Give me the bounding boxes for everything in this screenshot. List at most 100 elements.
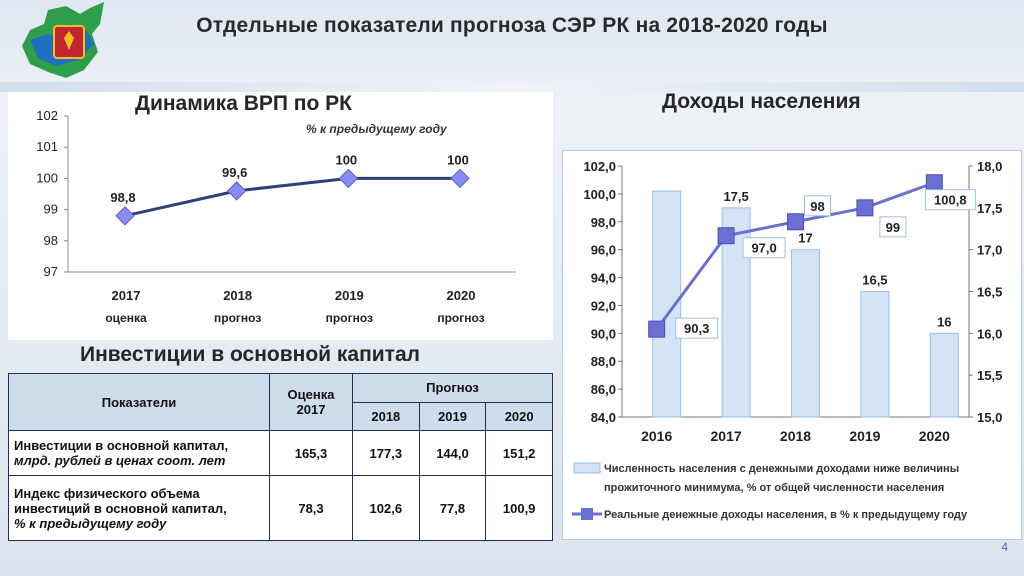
bar-data-label: 17,5 <box>723 189 748 204</box>
legend-bar-swatch <box>573 462 601 474</box>
right-tick-label: 18,0 <box>977 159 1002 174</box>
legend-line-label: Реальные денежные доходы населения, в % … <box>604 509 968 521</box>
income-combo-chart: 84,0 86,0 88,0 90,0 92,0 94,0 96,0 98,0 100,0 102… <box>572 159 1002 521</box>
vrp-data-label: 98,8 <box>110 190 135 205</box>
x-tick-label: 2020 <box>447 288 476 303</box>
x-tick-label: 2016 <box>641 428 672 444</box>
x-tick-sublabel: прогноз <box>437 311 484 325</box>
vrp-point <box>450 168 470 189</box>
vrp-data-label: 100 <box>335 152 357 167</box>
left-tick-label: 90,0 <box>591 326 616 341</box>
legend-line-marker <box>581 508 593 520</box>
header-year: 2019 <box>418 401 487 431</box>
line-data-label: 100,8 <box>934 193 967 208</box>
line-data-label: 90,3 <box>684 321 709 336</box>
income-bar <box>860 291 890 418</box>
x-tick-label: 2017 <box>112 288 141 303</box>
bar-data-label: 16,5 <box>862 273 887 288</box>
left-tick-label: 84,0 <box>591 410 616 425</box>
x-tick-label: 2019 <box>849 428 880 444</box>
vrp-data-label: 99,6 <box>222 165 247 180</box>
x-tick-label: 2017 <box>711 428 742 444</box>
line-data-label-box <box>742 237 786 259</box>
table-cell: 78,3 <box>269 475 353 541</box>
left-tick-label: 96,0 <box>591 243 616 258</box>
x-tick-sublabel: прогноз <box>214 311 261 325</box>
income-bar <box>929 332 959 418</box>
vrp-point <box>115 206 135 226</box>
header-indicator: Показатели <box>8 373 270 431</box>
table-cell: 77,8 <box>418 475 487 541</box>
table-cell: 151,2 <box>485 430 553 476</box>
line-data-label: 98 <box>810 199 824 214</box>
line-data-label-box <box>804 195 831 217</box>
vrp-data-label: 100 <box>447 152 469 167</box>
right-tick-label: 16,0 <box>977 326 1002 341</box>
x-tick-label: 2020 <box>919 428 950 444</box>
x-tick-label: 2018 <box>223 288 252 303</box>
bar-data-label: 17 <box>798 231 812 246</box>
vrp-point <box>338 168 359 189</box>
x-tick-label: 2019 <box>335 288 364 303</box>
line-data-label: 99 <box>886 220 900 235</box>
table-cell: 100,9 <box>485 475 553 541</box>
right-tick-label: 17,0 <box>977 243 1002 258</box>
x-tick-label: 2018 <box>780 428 811 444</box>
vrp-point <box>226 181 247 201</box>
table-row: Индекс физического объема инвестиций в о… <box>8 475 553 541</box>
table-cell: 102,6 <box>352 475 420 541</box>
left-tick-label: 102,0 <box>583 159 616 174</box>
left-tick-label: 86,0 <box>591 382 616 397</box>
vrp-panel <box>8 92 553 340</box>
income-title: Доходы населения <box>662 90 861 113</box>
row-label-text: Индекс физического объема инвестиций в о… <box>14 485 227 516</box>
left-tick-label: 94,0 <box>591 271 616 286</box>
slide-title: Отдельные показатели прогноза СЭР РК на … <box>196 14 828 37</box>
header-year: 2020 <box>485 401 553 431</box>
y-tick-label: 100 <box>36 170 58 185</box>
vrp-title: Динамика ВРП по РК <box>135 92 352 115</box>
row-label: Индекс физического объема инвестиций в о… <box>8 475 270 541</box>
vrp-subtitle: % к предыдущему году <box>306 122 447 136</box>
right-tick-label: 15,5 <box>977 368 1002 383</box>
income-point <box>925 174 943 192</box>
investments-title: Инвестиции в основной капитал <box>80 343 420 366</box>
table-row: Инвестиции в основной капитал, млрд. руб… <box>8 430 553 476</box>
x-tick-sublabel: прогноз <box>326 311 373 325</box>
line-data-label-box <box>924 189 976 211</box>
legend-bar-label-line2: прожиточного минимума, % от общей числен… <box>604 482 944 494</box>
header-forecast: Прогноз <box>352 373 553 403</box>
income-point <box>787 213 804 231</box>
row-unit: млрд. рублей в ценах соот. лет <box>14 453 226 468</box>
income-point <box>717 227 735 245</box>
left-tick-label: 98,0 <box>591 215 616 230</box>
x-tick-sublabel: оценка <box>105 311 147 325</box>
row-label-text: Инвестиции в основной капитал, <box>14 438 229 453</box>
table-cell: 177,3 <box>352 430 420 476</box>
y-tick-label: 98 <box>44 233 58 248</box>
income-bar <box>652 190 682 418</box>
income-point <box>648 320 666 338</box>
row-unit: % к предыдущему году <box>14 515 167 531</box>
table-cell: 144,0 <box>418 430 487 476</box>
investments-table: Показатели Оценка 2017 Прогноз 2018 2019… <box>8 373 553 541</box>
header-year: 2018 <box>352 401 420 431</box>
vrp-series-line <box>124 176 460 218</box>
page-number: 4 <box>1001 540 1008 554</box>
left-tick-label: 92,0 <box>591 298 616 313</box>
header-band <box>0 82 1024 92</box>
income-point <box>856 199 874 217</box>
right-tick-label: 15,0 <box>977 410 1002 425</box>
line-data-label: 97,0 <box>751 241 776 256</box>
komi-republic-logo <box>22 2 104 78</box>
legend-bar-label-line1: Численность населения с денежными дохода… <box>604 463 959 475</box>
income-bar <box>791 249 820 418</box>
y-tick-label: 102 <box>36 108 58 123</box>
left-tick-label: 88,0 <box>591 354 616 369</box>
header-estimate: Оценка 2017 <box>269 373 353 431</box>
vrp-line-chart: 97 98 99 100 101 102 98,8 2017 оценка 99,6 2018 про… <box>36 108 516 325</box>
bar-data-label: 16 <box>937 314 951 329</box>
right-tick-label: 17,5 <box>977 201 1002 216</box>
line-data-label-box <box>879 216 907 238</box>
y-tick-label: 101 <box>36 139 58 154</box>
